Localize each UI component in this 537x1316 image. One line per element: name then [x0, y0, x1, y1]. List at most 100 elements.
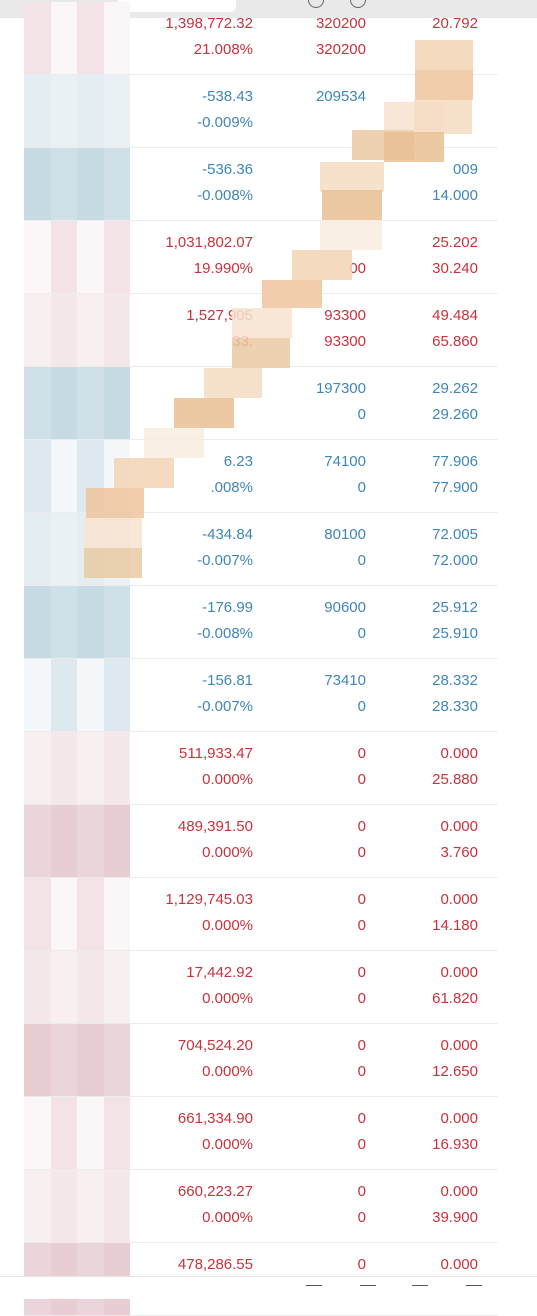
volume-value: 0: [357, 1110, 366, 1127]
bottom-nav-bar: [0, 1276, 537, 1299]
home-icon[interactable]: [412, 1285, 428, 1300]
price-value: 0.000: [440, 1110, 478, 1127]
amount-value: -538.43: [202, 88, 253, 105]
price-value: 0.000: [440, 891, 478, 908]
table-row[interactable]: 1,527,905 33. 93300 93300 49.484 65.860: [24, 294, 498, 367]
stock-name-redacted: [24, 1097, 130, 1169]
table-row[interactable]: -536.36 -0.008% 009 14.000: [24, 148, 498, 221]
volume-secondary-value: 0: [357, 406, 366, 423]
price-value: 0.000: [440, 1183, 478, 1200]
stock-name-redacted: [24, 951, 130, 1023]
table-row[interactable]: 660,223.27 0.000% 0 0 0.000 39.900: [24, 1170, 498, 1243]
stock-name-redacted: [24, 148, 130, 220]
price-secondary-value: 25.910: [432, 625, 478, 642]
table-row[interactable]: -176.99 -0.008% 90600 0 25.912 25.910: [24, 586, 498, 659]
volume-secondary-value: 93300: [324, 333, 366, 350]
volume-secondary-value: 0: [357, 552, 366, 569]
table-row[interactable]: 511,933.47 0.000% 0 0 0.000 25.880: [24, 732, 498, 805]
volume-secondary-value: 0: [357, 917, 366, 934]
amount-value: 660,223.27: [177, 1183, 253, 1200]
stock-name-redacted: [24, 2, 130, 74]
table-row[interactable]: 1,031,802.07 19.990% 00 25.202 30.240: [24, 221, 498, 294]
menu-icon[interactable]: [466, 1285, 482, 1300]
back-icon[interactable]: [306, 1285, 322, 1300]
price-value: 25.202: [432, 234, 478, 251]
price-value: 0.000: [440, 1256, 478, 1273]
amount-value: 511,933.47: [179, 745, 253, 762]
stock-name-redacted: [24, 1024, 130, 1096]
price-value: 29.262: [432, 380, 478, 397]
stock-name-redacted: [24, 659, 130, 731]
table-row[interactable]: 704,524.20 0.000% 0 0 0.000 12.650: [24, 1024, 498, 1097]
price-secondary-value: 30.240: [432, 260, 478, 277]
volume-secondary-value: 0: [357, 1209, 366, 1226]
table-row[interactable]: -434.84 -0.007% 80100 0 72.005 72.000: [24, 513, 498, 586]
price-secondary-value: 12.650: [432, 1063, 478, 1080]
percent-value: .008%: [210, 479, 253, 496]
percent-value: 21.008%: [193, 41, 253, 58]
price-value: 0.000: [440, 818, 478, 835]
volume-value: 0: [357, 964, 366, 981]
volume-value: 90600: [324, 599, 366, 616]
percent-value: 0.000%: [202, 1209, 253, 1226]
volume-value: 0: [357, 1256, 366, 1273]
stock-name-redacted: [24, 732, 130, 804]
table-row[interactable]: 1,398,772.32 21.008% 320200 320200 20.792: [24, 2, 498, 75]
volume-value: 73410: [324, 672, 366, 689]
stock-name-redacted: [24, 513, 130, 585]
forward-icon[interactable]: [360, 1285, 376, 1300]
price-value: 28.332: [432, 672, 478, 689]
amount-value: 1,129,745.03: [165, 891, 253, 908]
price-value: 009: [452, 161, 478, 178]
volume-value: 0: [357, 891, 366, 908]
volume-secondary-value: 0: [357, 990, 366, 1007]
volume-secondary-value: 0: [357, 1136, 366, 1153]
browser-tab[interactable]: [118, 0, 236, 12]
amount-value: 6.23: [223, 453, 253, 470]
volume-value: 0: [357, 1037, 366, 1054]
percent-value: -0.007%: [197, 552, 253, 569]
price-value: 20.792: [432, 15, 478, 32]
table-row[interactable]: 1,129,745.03 0.000% 0 0 0.000 14.180: [24, 878, 498, 951]
price-value: 0.000: [440, 1037, 478, 1054]
volume-secondary-value: 0: [357, 1063, 366, 1080]
volume-secondary-value: 0: [357, 771, 366, 788]
volume-secondary-value: 320200: [315, 41, 366, 58]
browser-top-bar: [0, 0, 537, 18]
table-row[interactable]: 17,442.92 0.000% 0 0 0.000 61.820: [24, 951, 498, 1024]
price-secondary-value: 72.000: [432, 552, 478, 569]
volume-value: 80100: [324, 526, 366, 543]
amount-value: -156.81: [202, 672, 253, 689]
stock-name-redacted: [24, 1170, 130, 1242]
table-row[interactable]: 489,391.50 0.000% 0 0 0.000 3.760: [24, 805, 498, 878]
stock-table: 1,398,772.32 21.008% 320200 320200 20.792 -53…: [24, 2, 498, 1316]
table-row[interactable]: -156.81 -0.007% 73410 0 28.332 28.330: [24, 659, 498, 732]
volume-value: 0: [357, 745, 366, 762]
amount-value: 17,442.92: [186, 964, 253, 981]
percent-value: -0.007%: [197, 698, 253, 715]
amount-value: -176.99: [202, 599, 253, 616]
table-row[interactable]: -538.43 -0.009% 209534: [24, 75, 498, 148]
price-secondary-value: 25.880: [432, 771, 478, 788]
stock-name-redacted: [24, 75, 130, 147]
price-value: 72.005: [432, 526, 478, 543]
amount-value: 1,031,802.07: [165, 234, 253, 251]
percent-value: 0.000%: [202, 771, 253, 788]
price-value: 77.906: [432, 453, 478, 470]
table-row[interactable]: 661,334.90 0.000% 0 0 0.000 16.930: [24, 1097, 498, 1170]
volume-secondary-value: 0: [357, 625, 366, 642]
stock-name-redacted: [24, 878, 130, 950]
stock-name-redacted: [24, 294, 130, 366]
percent-value: 0.000%: [202, 844, 253, 861]
price-secondary-value: 3.760: [440, 844, 478, 861]
volume-secondary-value: 0: [357, 844, 366, 861]
price-secondary-value: 39.900: [432, 1209, 478, 1226]
price-value: 49.484: [432, 307, 478, 324]
price-secondary-value: 29.260: [432, 406, 478, 423]
table-row[interactable]: 197300 0 29.262 29.260: [24, 367, 498, 440]
percent-value: 0.000%: [202, 990, 253, 1007]
price-secondary-value: 77.900: [432, 479, 478, 496]
table-row[interactable]: 6.23 .008% 74100 0 77.906 77.900: [24, 440, 498, 513]
amount-value: -434.84: [202, 526, 253, 543]
volume-value: 209534: [315, 88, 366, 105]
